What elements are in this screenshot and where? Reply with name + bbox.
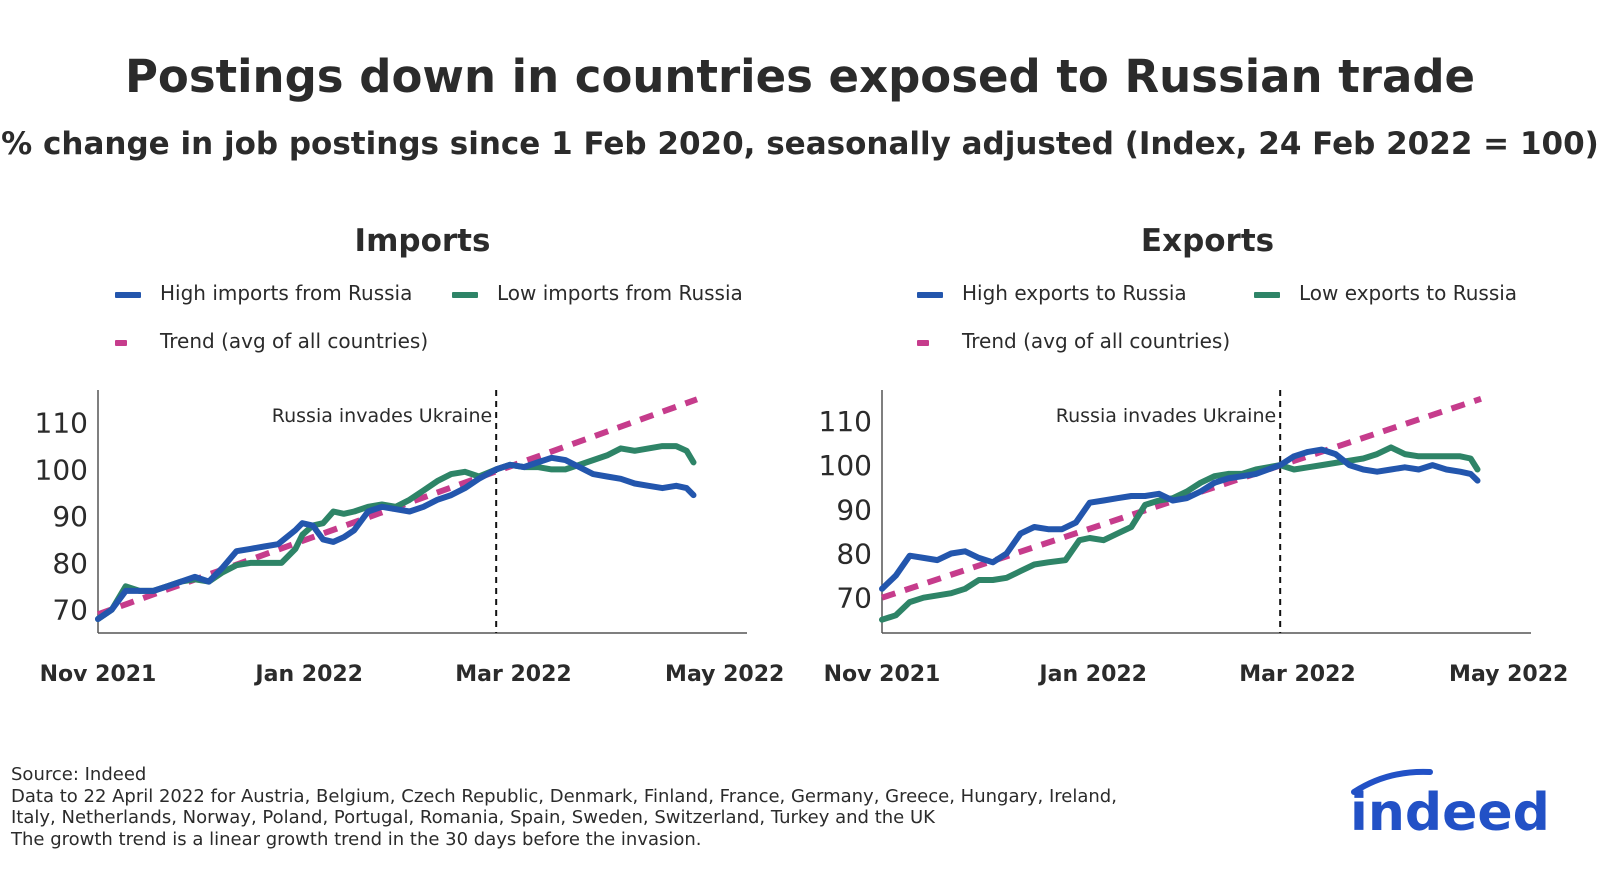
imports-x-tick-label: Jan 2022 — [253, 662, 363, 687]
imports-panel-title: Imports — [354, 223, 491, 259]
legend-label-high: High exports to Russia — [962, 281, 1187, 305]
imports-y-tick-label: 70 — [52, 594, 88, 627]
exports-y-tick-label: 110 — [819, 405, 872, 438]
data-note-line-2: Italy, Netherlands, Norway, Poland, Port… — [11, 807, 935, 828]
logo-arc — [1351, 768, 1433, 795]
imports-x-tick-label: Nov 2021 — [40, 662, 157, 687]
legend-label-high: High imports from Russia — [160, 281, 413, 305]
legend-swatch-trend — [115, 340, 127, 346]
exports-x-tick-label: Mar 2022 — [1239, 662, 1355, 687]
imports-y-tick-label: 100 — [35, 453, 88, 486]
legend-swatch-high — [115, 292, 141, 298]
legend-swatch-low — [452, 292, 478, 298]
legend-label-low: Low exports to Russia — [1299, 281, 1518, 305]
exports-y-tick-label: 80 — [836, 537, 872, 570]
legend-swatch-low — [1254, 292, 1280, 298]
legend-label-low: Low imports from Russia — [497, 281, 743, 305]
imports-series-low-line — [95, 443, 697, 622]
exports-x-tick-label: Nov 2021 — [824, 662, 941, 687]
logo-wordmark: indeed — [1350, 783, 1548, 843]
chart-subtitle: % change in job postings since 1 Feb 202… — [1, 126, 1599, 162]
data-note-line-1: Data to 22 April 2022 for Austria, Belgi… — [11, 785, 1117, 807]
indeed-logo: indeed — [1350, 768, 1548, 843]
legend-swatch-trend — [917, 340, 929, 346]
exports-y-tick-label: 100 — [819, 449, 872, 482]
imports-x-tick-label: May 2022 — [665, 662, 784, 687]
exports-y-tick-label: 90 — [836, 493, 872, 526]
exports-y-tick-label: 70 — [836, 582, 872, 615]
imports-series-high-line — [95, 454, 697, 622]
exports-series-low-line — [879, 444, 1481, 623]
legend-swatch-high — [917, 292, 943, 298]
exports-panel: Exports High exports to Russia Low expor… — [800, 205, 1600, 725]
imports-panel: Imports High imports from Russia Low imp… — [0, 205, 800, 725]
footer-notes: Source: Indeed Data to 22 April 2022 for… — [11, 764, 1117, 850]
imports-y-tick-label: 80 — [52, 547, 88, 580]
trend-note: The growth trend is a linear growth tren… — [11, 828, 702, 850]
imports-x-tick-label: Mar 2022 — [455, 662, 571, 687]
source-note: Source: Indeed — [11, 764, 147, 785]
exports-x-tick-label: Jan 2022 — [1037, 662, 1147, 687]
exports-panel-title: Exports — [1140, 223, 1275, 259]
legend-label-trend: Trend (avg of all countries) — [962, 329, 1231, 353]
chart-title: Postings down in countries exposed to Ru… — [124, 50, 1476, 103]
imports-y-tick-label: 90 — [52, 500, 88, 533]
imports-y-tick-label: 110 — [35, 407, 88, 440]
imports-invasion-label: Russia invades Ukraine — [272, 405, 492, 427]
exports-invasion-label: Russia invades Ukraine — [1056, 405, 1276, 427]
exports-x-tick-label: May 2022 — [1449, 662, 1568, 687]
legend-label-trend: Trend (avg of all countries) — [160, 329, 429, 353]
exports-series-high-line — [879, 446, 1481, 592]
